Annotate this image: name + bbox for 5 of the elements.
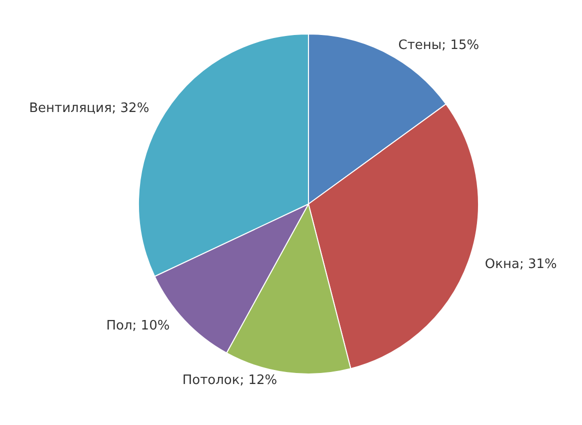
slice-label: Окна; 31% [484, 256, 557, 272]
slice-label: Стены; 15% [398, 38, 480, 53]
slice-label: Вентиляция; 32% [29, 101, 150, 116]
slice-label: Пол; 10% [106, 318, 170, 334]
slice-label: Потолок; 12% [182, 373, 278, 388]
